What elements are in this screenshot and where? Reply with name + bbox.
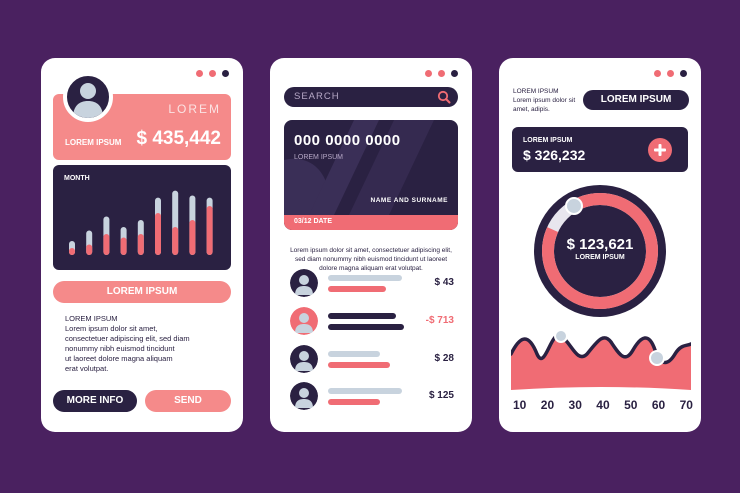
balance-amount: $ 326,232: [523, 147, 586, 163]
transaction-line: [328, 275, 402, 281]
more-info-button[interactable]: MORE INFO: [53, 390, 137, 412]
window-dot: [680, 70, 687, 77]
monthly-bar-chart: MONTH: [53, 165, 231, 270]
user-icon: [290, 345, 318, 373]
phone-stats-screen: LOREM IPSUM Lorem ipsum dolor sit amet, …: [499, 58, 701, 432]
x-tick-label: 70: [679, 398, 693, 412]
transaction-line: [328, 388, 402, 394]
lorem-ipsum-button[interactable]: LOREM IPSUM: [583, 90, 689, 110]
phone-wallet-screen: SEARCH 000 0000 0000 LOREM IPSUM NAME AN…: [270, 58, 472, 432]
user-silhouette: [73, 83, 103, 118]
wave-area: [511, 335, 691, 390]
user-icon: [290, 269, 318, 297]
search-icon[interactable]: [437, 90, 451, 104]
card-holder-name: NAME AND SURNAME: [370, 197, 448, 204]
lorem-ipsum-button[interactable]: LOREM IPSUM: [53, 281, 231, 303]
wave-marker[interactable]: [554, 329, 568, 343]
send-button[interactable]: SEND: [145, 390, 231, 412]
header-label: LOREM IPSUM: [65, 138, 122, 147]
chart-bar: [137, 234, 144, 255]
plus-icon[interactable]: [648, 138, 672, 162]
window-dot: [438, 70, 445, 77]
x-tick-label: 40: [596, 398, 610, 412]
balance-label: LOREM IPSUM: [523, 137, 573, 144]
search-placeholder: SEARCH: [294, 91, 340, 102]
transaction-line: [328, 286, 386, 292]
window-dot: [209, 70, 216, 77]
wave-x-axis: 10 20 30 40 50 60 70: [513, 398, 693, 412]
phone-profile-screen: LOREM LOREM IPSUM $ 435,442 MONTH LOREM …: [41, 58, 243, 432]
wave-marker[interactable]: [649, 350, 665, 366]
card-decoration: [284, 120, 434, 230]
x-tick-label: 60: [651, 398, 666, 412]
bar-chart-canvas: [69, 190, 213, 255]
window-dots: [654, 70, 687, 77]
top-text: LOREM IPSUM Lorem ipsum dolor sit amet, …: [513, 88, 576, 113]
window-dot: [667, 70, 674, 77]
balance-panel: LOREM IPSUM $ 326,232: [512, 127, 688, 172]
chart-title: MONTH: [64, 175, 90, 182]
plus-glyph: [654, 144, 666, 156]
donut-center: [556, 207, 644, 295]
card-label: LOREM IPSUM: [294, 154, 344, 161]
transaction-line: [328, 362, 390, 368]
transaction-row[interactable]: $ 125: [290, 382, 462, 412]
user-icon[interactable]: [63, 72, 113, 122]
donut-label: LOREM IPSUM: [575, 254, 625, 261]
user-icon: [290, 382, 318, 410]
wave-area-chart: [511, 329, 691, 390]
body-text: LOREM IPSUM Lorem ipsum dolor sit amet, …: [65, 314, 190, 373]
chart-bar: [103, 234, 110, 255]
transaction-amount: $ 125: [428, 390, 454, 401]
wave-line: [511, 333, 691, 365]
card-description: Lorem ipsum dolor sit amet, consectetuer…: [290, 247, 452, 272]
transaction-amount: $ 28: [434, 353, 454, 364]
x-tick-label: 20: [540, 398, 555, 412]
chart-bar: [120, 237, 127, 255]
x-tick-label: 30: [568, 398, 582, 412]
donut-amount: $ 123,621: [566, 236, 634, 253]
card-date: 03/12 DATE: [294, 218, 332, 225]
transaction-amount: $ 43: [434, 277, 454, 288]
window-dot: [425, 70, 432, 77]
credit-card[interactable]: 000 0000 0000 LOREM IPSUM NAME AND SURNA…: [284, 120, 458, 230]
chart-bar: [86, 244, 93, 255]
window-dot: [451, 70, 458, 77]
user-icon: [290, 307, 318, 335]
transaction-line: [328, 324, 404, 330]
window-dots: [196, 70, 229, 77]
header-amount: $ 435,442: [136, 128, 221, 149]
x-tick-label: 50: [624, 398, 638, 412]
chart-bar: [155, 213, 161, 255]
card-date-strip: 03/12 DATE: [284, 215, 458, 230]
chart-bar: [189, 220, 196, 255]
x-tick-label: 10: [513, 398, 527, 412]
window-dot: [654, 70, 661, 77]
transaction-line: [328, 313, 396, 319]
search-input[interactable]: SEARCH: [284, 87, 458, 107]
profile-header: LOREM LOREM IPSUM $ 435,442: [53, 94, 231, 160]
transaction-row[interactable]: $ 28: [290, 345, 462, 375]
transaction-line: [328, 399, 380, 405]
card-number: 000 0000 0000: [294, 132, 401, 149]
progress-donut: [534, 185, 666, 317]
window-dots: [425, 70, 458, 77]
transaction-line: [328, 351, 380, 357]
chart-bar: [172, 227, 179, 255]
window-dot: [196, 70, 203, 77]
transaction-amount: -$ 713: [425, 315, 454, 326]
transaction-row[interactable]: $ 43: [290, 269, 462, 299]
transaction-row[interactable]: -$ 713: [290, 307, 462, 337]
chart-bar: [69, 248, 75, 255]
window-dot: [222, 70, 229, 77]
header-lorem: LOREM: [168, 102, 221, 116]
chart-bar: [206, 206, 213, 255]
donut-knob[interactable]: [565, 196, 583, 215]
